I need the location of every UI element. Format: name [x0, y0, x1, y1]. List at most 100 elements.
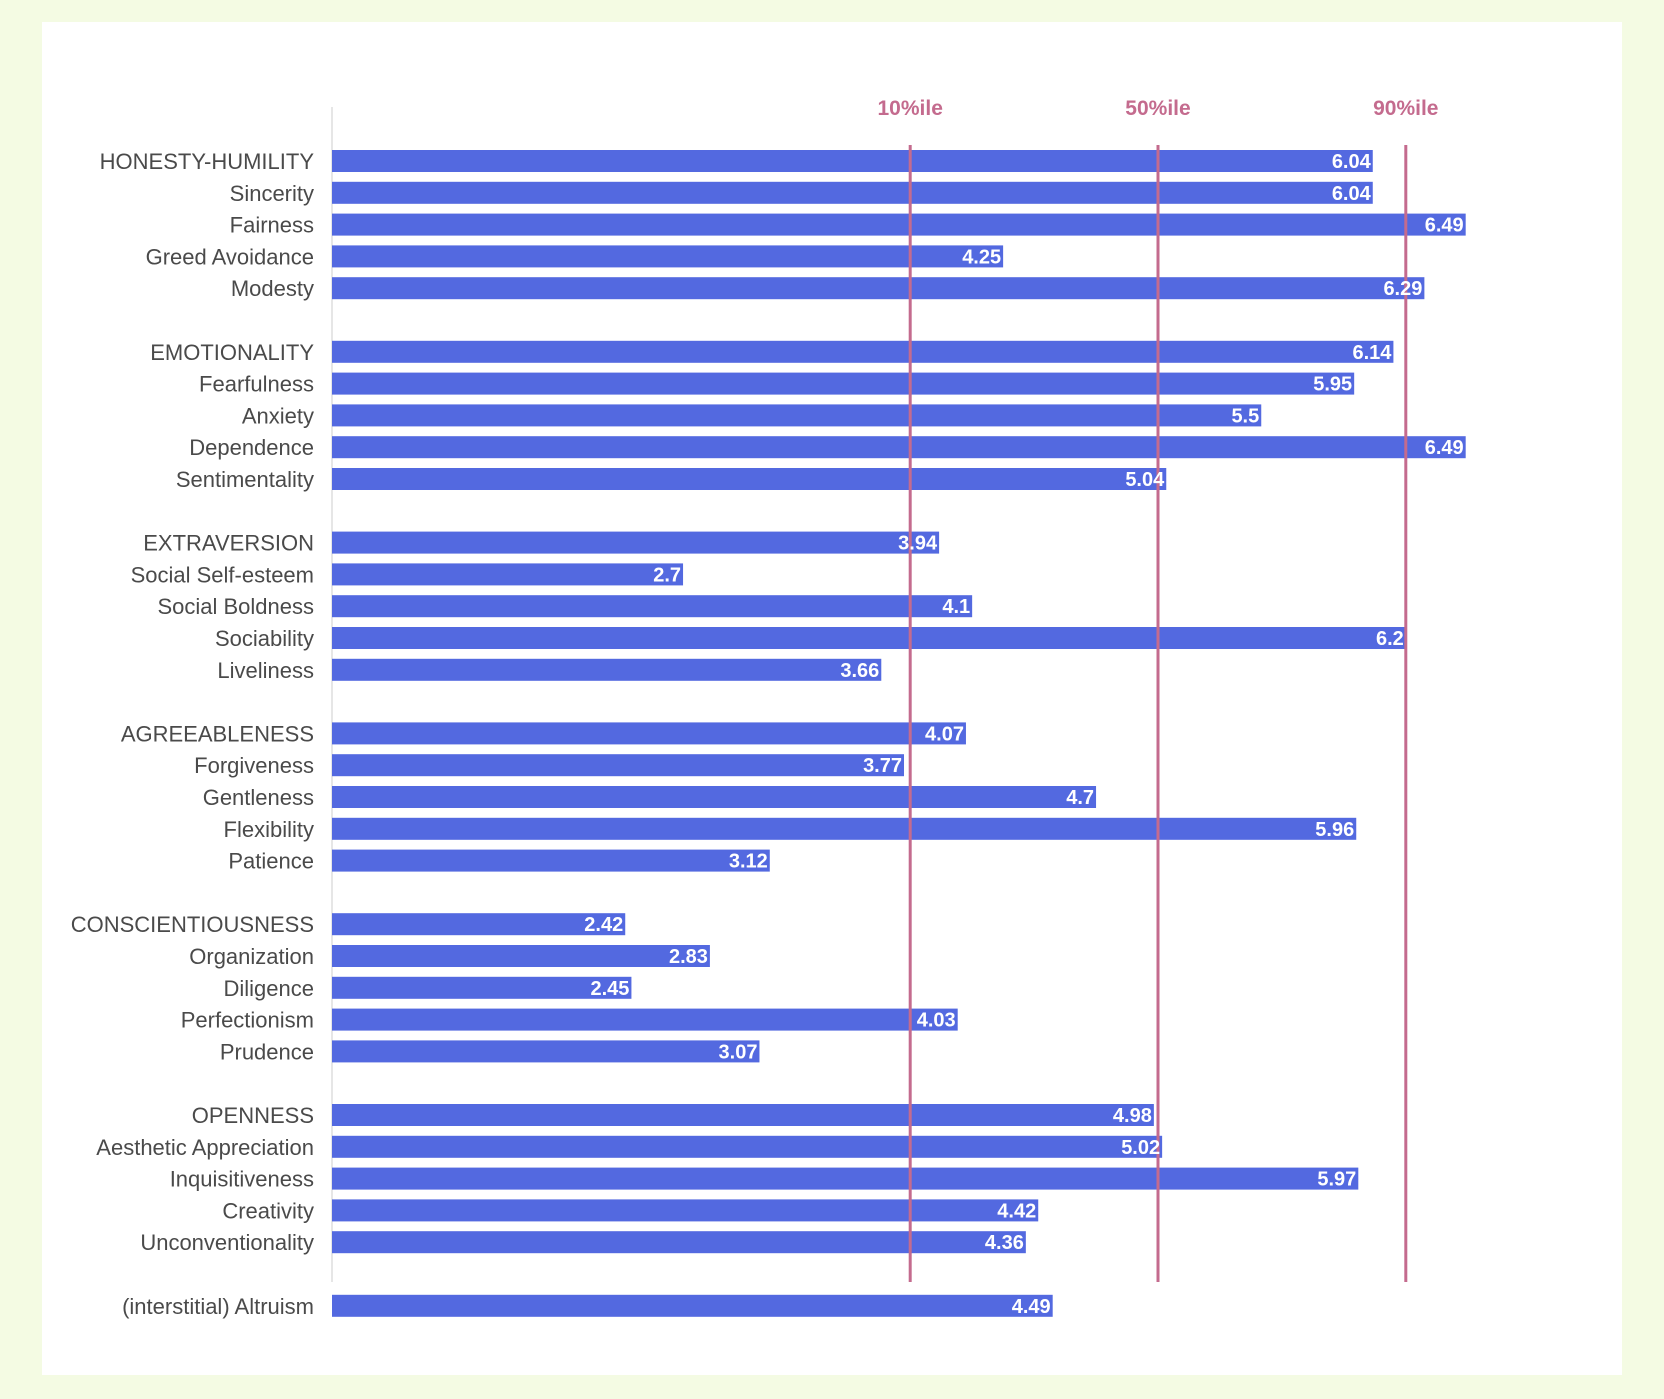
chart-card: HONESTY-HUMILITY 6.04 Sincerity 6.04 Fairnes… — [42, 22, 1622, 1375]
value-label: 5.04 — [1125, 469, 1165, 491]
value-label: 4.7 — [1066, 787, 1094, 809]
bar-3-2 — [332, 786, 1097, 808]
bar-chart: HONESTY-HUMILITY 6.04 Sincerity 6.04 Fairnes… — [71, 97, 1466, 1319]
value-label: 3.66 — [840, 660, 879, 682]
category-label: Aesthetic Appreciation — [96, 1135, 314, 1160]
value-label: 5.96 — [1315, 819, 1354, 841]
bars-layer — [331, 107, 1466, 1317]
value-label: 4.07 — [925, 723, 964, 745]
value-label: 3.94 — [898, 533, 938, 555]
bar-2-1 — [332, 563, 684, 586]
category-label: EMOTIONALITY — [150, 340, 314, 365]
category-label: Unconventionality — [140, 1230, 314, 1255]
value-label: 5.95 — [1313, 374, 1352, 396]
reference-label-1: 50%ile — [1125, 97, 1190, 120]
category-label: Fairness — [230, 213, 314, 238]
category-label: CONSCIENTIOUSNESS — [71, 912, 314, 937]
category-label: Forgiveness — [194, 753, 314, 778]
value-label: 4.36 — [985, 1232, 1024, 1254]
value-label: 6.14 — [1352, 342, 1392, 364]
category-label: Diligence — [224, 976, 315, 1001]
bar-1-2 — [332, 404, 1262, 427]
bar-0-1 — [332, 181, 1373, 204]
category-label: Anxiety — [242, 403, 314, 428]
value-label: 2.7 — [653, 564, 681, 586]
category-label: Perfectionism — [181, 1008, 314, 1033]
bar-2-3 — [332, 627, 1406, 649]
category-label: Sincerity — [230, 181, 314, 206]
value-label: 4.03 — [917, 1010, 956, 1032]
category-label: Social Self-esteem — [131, 562, 314, 587]
bar-4-3 — [332, 1008, 958, 1031]
value-label: 3.12 — [729, 851, 768, 873]
category-label: Patience — [228, 849, 314, 874]
category-label: OPENNESS — [192, 1103, 314, 1128]
bar-5-0 — [332, 1104, 1154, 1126]
bar-5-3 — [332, 1199, 1039, 1222]
category-label: Flexibility — [224, 817, 314, 842]
bar-3-4 — [332, 849, 770, 872]
category-label: Social Boldness — [157, 594, 314, 619]
bar-3-0 — [332, 722, 966, 745]
value-label: 3.07 — [719, 1041, 758, 1063]
value-label: 5.97 — [1317, 1169, 1356, 1191]
category-label: Liveliness — [217, 658, 314, 683]
labels-layer: HONESTY-HUMILITY 6.04 Sincerity 6.04 Fairnes… — [71, 97, 1464, 1319]
category-label: Creativity — [222, 1198, 314, 1223]
bar-5-1 — [332, 1135, 1163, 1158]
value-label: 6.49 — [1425, 215, 1464, 237]
category-label: Sociability — [215, 626, 314, 651]
bar-5-2 — [332, 1167, 1359, 1190]
bar-1-1 — [332, 372, 1355, 395]
value-label: 4.42 — [997, 1200, 1036, 1222]
bar-2-4 — [332, 658, 882, 681]
bar-0-3 — [332, 245, 1004, 268]
value-label: 5.02 — [1121, 1137, 1160, 1159]
bar-3-1 — [332, 754, 905, 777]
category-label: HONESTY-HUMILITY — [100, 149, 315, 174]
bar-4-2 — [332, 976, 632, 999]
value-label: 4.98 — [1113, 1105, 1152, 1127]
bar-2-2 — [332, 595, 973, 618]
bar-4-0 — [332, 913, 626, 936]
category-label: EXTRAVERSION — [143, 531, 314, 556]
category-label: Prudence — [220, 1039, 314, 1064]
bar-1-0 — [332, 340, 1394, 363]
bar-3-3 — [332, 817, 1357, 840]
bar-1-3 — [332, 436, 1466, 459]
value-label: 4.25 — [962, 246, 1001, 268]
bar-5-4 — [332, 1231, 1026, 1254]
bar-0-2 — [332, 213, 1466, 236]
value-label: 2.83 — [669, 946, 708, 968]
value-label: 2.42 — [584, 914, 623, 936]
value-label: 6.04 — [1332, 151, 1372, 173]
category-label: Greed Avoidance — [146, 244, 314, 269]
category-label: Dependence — [189, 435, 314, 460]
value-label: 4.1 — [942, 596, 970, 618]
bar-4-4 — [332, 1040, 760, 1063]
value-label: 5.5 — [1231, 405, 1259, 427]
category-label: Inquisitiveness — [170, 1167, 314, 1192]
category-label: Modesty — [231, 276, 314, 301]
category-label: Sentimentality — [176, 467, 314, 492]
reference-label-2: 90%ile — [1373, 97, 1438, 120]
category-label: Organization — [189, 944, 314, 969]
category-label: AGREEABLENESS — [121, 721, 314, 746]
value-label: 4.49 — [1012, 1296, 1051, 1318]
reference-label-0: 10%ile — [878, 97, 943, 120]
value-label: 6.2 — [1376, 628, 1404, 650]
value-label: 6.49 — [1425, 437, 1464, 459]
bar-6-0 — [332, 1294, 1053, 1317]
value-label: 6.29 — [1383, 278, 1422, 300]
bar-1-4 — [332, 468, 1167, 490]
reference-lines-layer — [908, 145, 1408, 1282]
bar-4-1 — [332, 945, 710, 967]
category-label: Gentleness — [203, 785, 314, 810]
bar-2-0 — [332, 531, 940, 554]
category-label: (interstitial) Altruism — [122, 1294, 314, 1319]
bar-0-0 — [332, 150, 1373, 172]
value-label: 2.45 — [590, 978, 629, 1000]
category-label: Fearfulness — [199, 372, 314, 397]
value-label: 6.04 — [1332, 183, 1372, 205]
bar-0-4 — [332, 277, 1425, 300]
